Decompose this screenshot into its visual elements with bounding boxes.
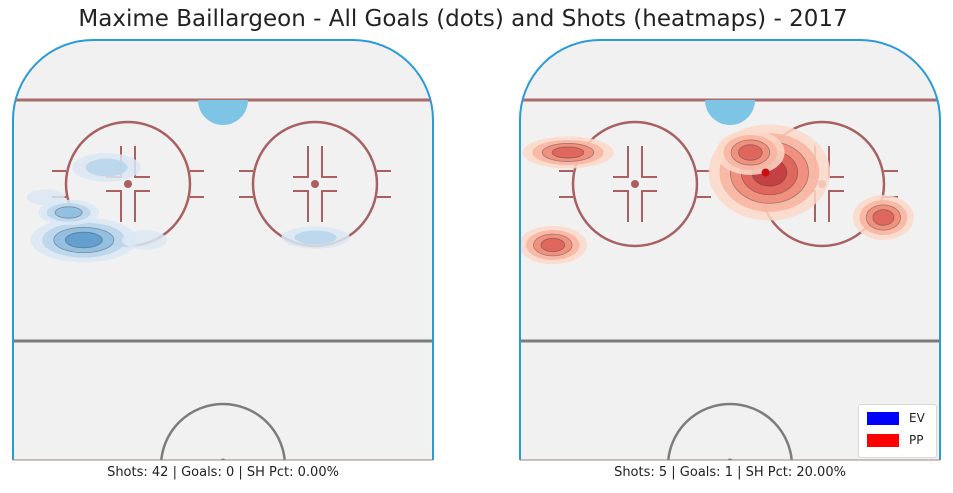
chart-title: Maxime Baillargeon - All Goals (dots) an… [78,6,848,32]
pp-shot-density-cluster-2-level-3 [551,146,585,159]
legend: EV PP [858,404,937,458]
pp-faceoff-circle-left [571,120,699,248]
ev-center-circle [159,402,287,460]
legend-label-pp: PP [909,433,924,447]
pp-shot-density-cluster-1-level-3 [738,144,763,161]
legend-swatch-ev [867,412,899,425]
ev-faceoff-dot-left [124,180,132,188]
pp-goal-crease [705,100,755,125]
pp-goal-dot-0 [761,168,770,177]
ev-shot-density-cluster-3-level-0 [26,189,65,206]
legend-label-ev: EV [909,411,925,425]
pp-faceoff-hashmarks-left [559,146,711,222]
pp-boards [519,39,941,460]
ev-faceoff-hashmarks-right [239,146,391,222]
pp-shot-density-cluster-3-level-3 [540,237,566,253]
ev-shot-density-cluster-2-level-1 [85,158,128,177]
ev-shot-density-cluster-0-level-3 [64,231,103,249]
ev-group [12,39,434,461]
ev-shot-density-cluster-1-level-2 [54,206,83,219]
pp-center-circle [666,402,794,460]
pp-faceoff-dot-left [631,180,639,188]
ev-goal-crease [198,100,248,125]
ev-ice-surface [13,40,433,460]
ev-boards [12,39,434,460]
pp-shot-density-cluster-4-level-3 [872,209,895,226]
ev-shot-density-cluster-4-level-1 [294,230,337,245]
ev-caption: Shots: 42 | Goals: 0 | SH Pct: 0.00% [107,465,339,480]
ev-faceoff-dot-right [311,180,319,188]
pp-group [519,39,941,461]
ev-shot-density-cluster-5-level-0 [121,230,168,250]
pp-caption: Shots: 5 | Goals: 1 | SH Pct: 20.00% [614,465,846,480]
legend-swatch-pp [867,434,899,447]
pp-ice-surface [520,40,940,460]
